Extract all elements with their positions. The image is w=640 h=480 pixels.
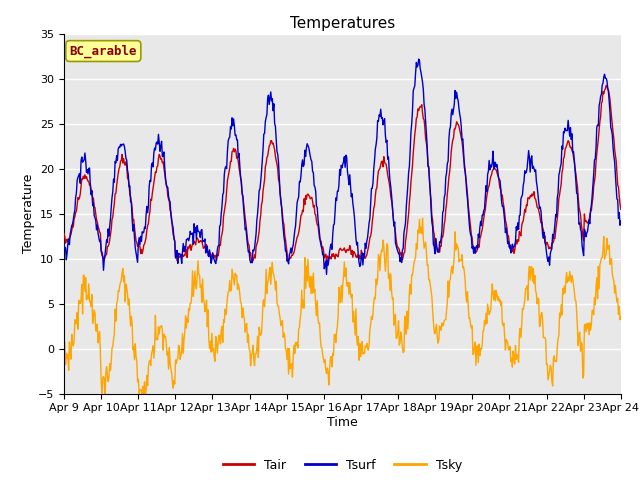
Y-axis label: Temperature: Temperature [22,174,35,253]
Title: Temperatures: Temperatures [290,16,395,31]
Legend: Tair, Tsurf, Tsky: Tair, Tsurf, Tsky [218,454,467,477]
X-axis label: Time: Time [327,416,358,429]
Text: BC_arable: BC_arable [70,44,137,58]
